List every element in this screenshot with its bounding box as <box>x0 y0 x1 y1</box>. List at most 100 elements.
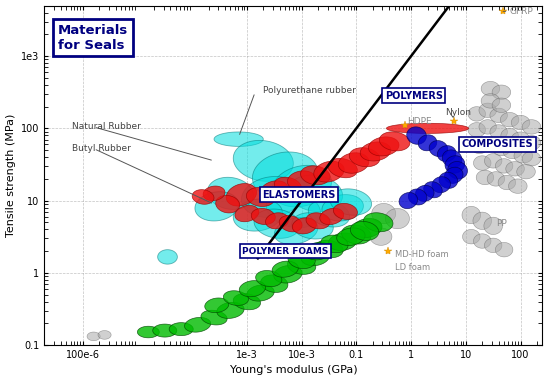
Polygon shape <box>484 238 502 253</box>
X-axis label: Young's modulus (GPa): Young's modulus (GPa) <box>230 365 357 375</box>
Polygon shape <box>522 152 541 166</box>
Polygon shape <box>247 187 275 207</box>
Polygon shape <box>288 175 342 211</box>
Polygon shape <box>272 261 298 277</box>
Polygon shape <box>370 228 392 245</box>
Text: LD foam: LD foam <box>395 263 430 272</box>
Polygon shape <box>500 112 519 127</box>
Polygon shape <box>330 189 372 215</box>
Polygon shape <box>98 331 111 339</box>
Polygon shape <box>514 149 533 163</box>
Text: Polyurethane rubber: Polyurethane rubber <box>263 86 356 95</box>
Polygon shape <box>517 165 535 179</box>
Polygon shape <box>479 120 496 134</box>
Polygon shape <box>205 298 229 313</box>
Polygon shape <box>274 266 302 283</box>
Polygon shape <box>511 132 530 146</box>
Polygon shape <box>479 103 496 117</box>
Polygon shape <box>226 184 256 206</box>
Polygon shape <box>275 177 301 195</box>
Polygon shape <box>287 171 316 190</box>
Polygon shape <box>468 107 486 121</box>
Polygon shape <box>511 115 530 130</box>
Polygon shape <box>495 242 513 257</box>
Polygon shape <box>506 162 524 176</box>
Polygon shape <box>360 142 391 161</box>
Polygon shape <box>399 192 418 209</box>
Polygon shape <box>476 170 494 185</box>
Polygon shape <box>217 302 244 319</box>
Polygon shape <box>471 139 488 154</box>
Polygon shape <box>203 186 225 201</box>
Polygon shape <box>233 294 260 310</box>
Polygon shape <box>437 146 456 162</box>
Polygon shape <box>304 242 332 260</box>
Polygon shape <box>242 176 301 218</box>
Text: COMPOSITES: COMPOSITES <box>462 139 533 149</box>
Polygon shape <box>439 172 458 188</box>
Polygon shape <box>473 212 492 229</box>
Polygon shape <box>321 235 348 253</box>
Polygon shape <box>385 208 409 229</box>
Polygon shape <box>522 136 541 150</box>
Polygon shape <box>275 218 318 244</box>
Text: PP: PP <box>496 219 507 228</box>
Polygon shape <box>487 172 505 186</box>
Polygon shape <box>279 216 302 232</box>
Polygon shape <box>498 175 516 190</box>
Polygon shape <box>253 152 318 199</box>
Polygon shape <box>300 166 330 185</box>
Polygon shape <box>319 208 344 225</box>
Polygon shape <box>208 177 253 210</box>
Polygon shape <box>322 195 363 221</box>
Polygon shape <box>201 310 227 325</box>
Polygon shape <box>429 141 448 157</box>
Polygon shape <box>192 190 214 204</box>
Text: Natural Rubber: Natural Rubber <box>72 122 141 131</box>
Polygon shape <box>408 189 427 205</box>
Text: Materials
for Seals: Materials for Seals <box>58 24 128 51</box>
Text: ELASTOMERS: ELASTOMERS <box>262 190 335 200</box>
Polygon shape <box>287 257 316 274</box>
Polygon shape <box>252 208 275 224</box>
Polygon shape <box>306 213 330 229</box>
Polygon shape <box>315 240 343 258</box>
Polygon shape <box>349 148 380 167</box>
Polygon shape <box>338 153 369 173</box>
Polygon shape <box>490 125 507 139</box>
Polygon shape <box>468 123 486 137</box>
Text: HDPE: HDPE <box>407 117 431 126</box>
Polygon shape <box>266 190 321 228</box>
Polygon shape <box>350 221 379 240</box>
Polygon shape <box>261 181 288 199</box>
Polygon shape <box>473 156 491 170</box>
Polygon shape <box>481 94 500 108</box>
Polygon shape <box>492 85 511 99</box>
Polygon shape <box>239 281 265 297</box>
Polygon shape <box>153 324 177 337</box>
Polygon shape <box>368 137 399 156</box>
Polygon shape <box>522 120 541 134</box>
Polygon shape <box>309 200 350 227</box>
Polygon shape <box>328 233 357 251</box>
Polygon shape <box>272 165 332 207</box>
Polygon shape <box>235 205 259 222</box>
Polygon shape <box>448 162 467 179</box>
Polygon shape <box>386 123 469 133</box>
Polygon shape <box>292 218 316 234</box>
Polygon shape <box>372 203 396 224</box>
Polygon shape <box>341 225 371 244</box>
Polygon shape <box>509 179 527 193</box>
Polygon shape <box>484 217 503 235</box>
Polygon shape <box>195 192 238 221</box>
Polygon shape <box>288 251 315 269</box>
Polygon shape <box>254 209 300 238</box>
Polygon shape <box>158 250 178 264</box>
Polygon shape <box>492 98 511 112</box>
Polygon shape <box>233 199 282 231</box>
Polygon shape <box>138 326 159 338</box>
Text: Nylon: Nylon <box>445 108 471 117</box>
Text: MD-HD foam: MD-HD foam <box>395 250 448 259</box>
Polygon shape <box>432 177 450 193</box>
Text: GFRP: GFRP <box>510 7 533 16</box>
